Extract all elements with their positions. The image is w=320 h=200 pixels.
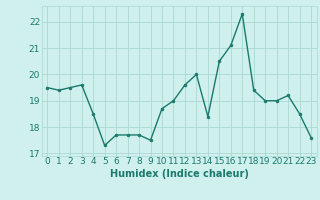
X-axis label: Humidex (Indice chaleur): Humidex (Indice chaleur)	[110, 169, 249, 179]
